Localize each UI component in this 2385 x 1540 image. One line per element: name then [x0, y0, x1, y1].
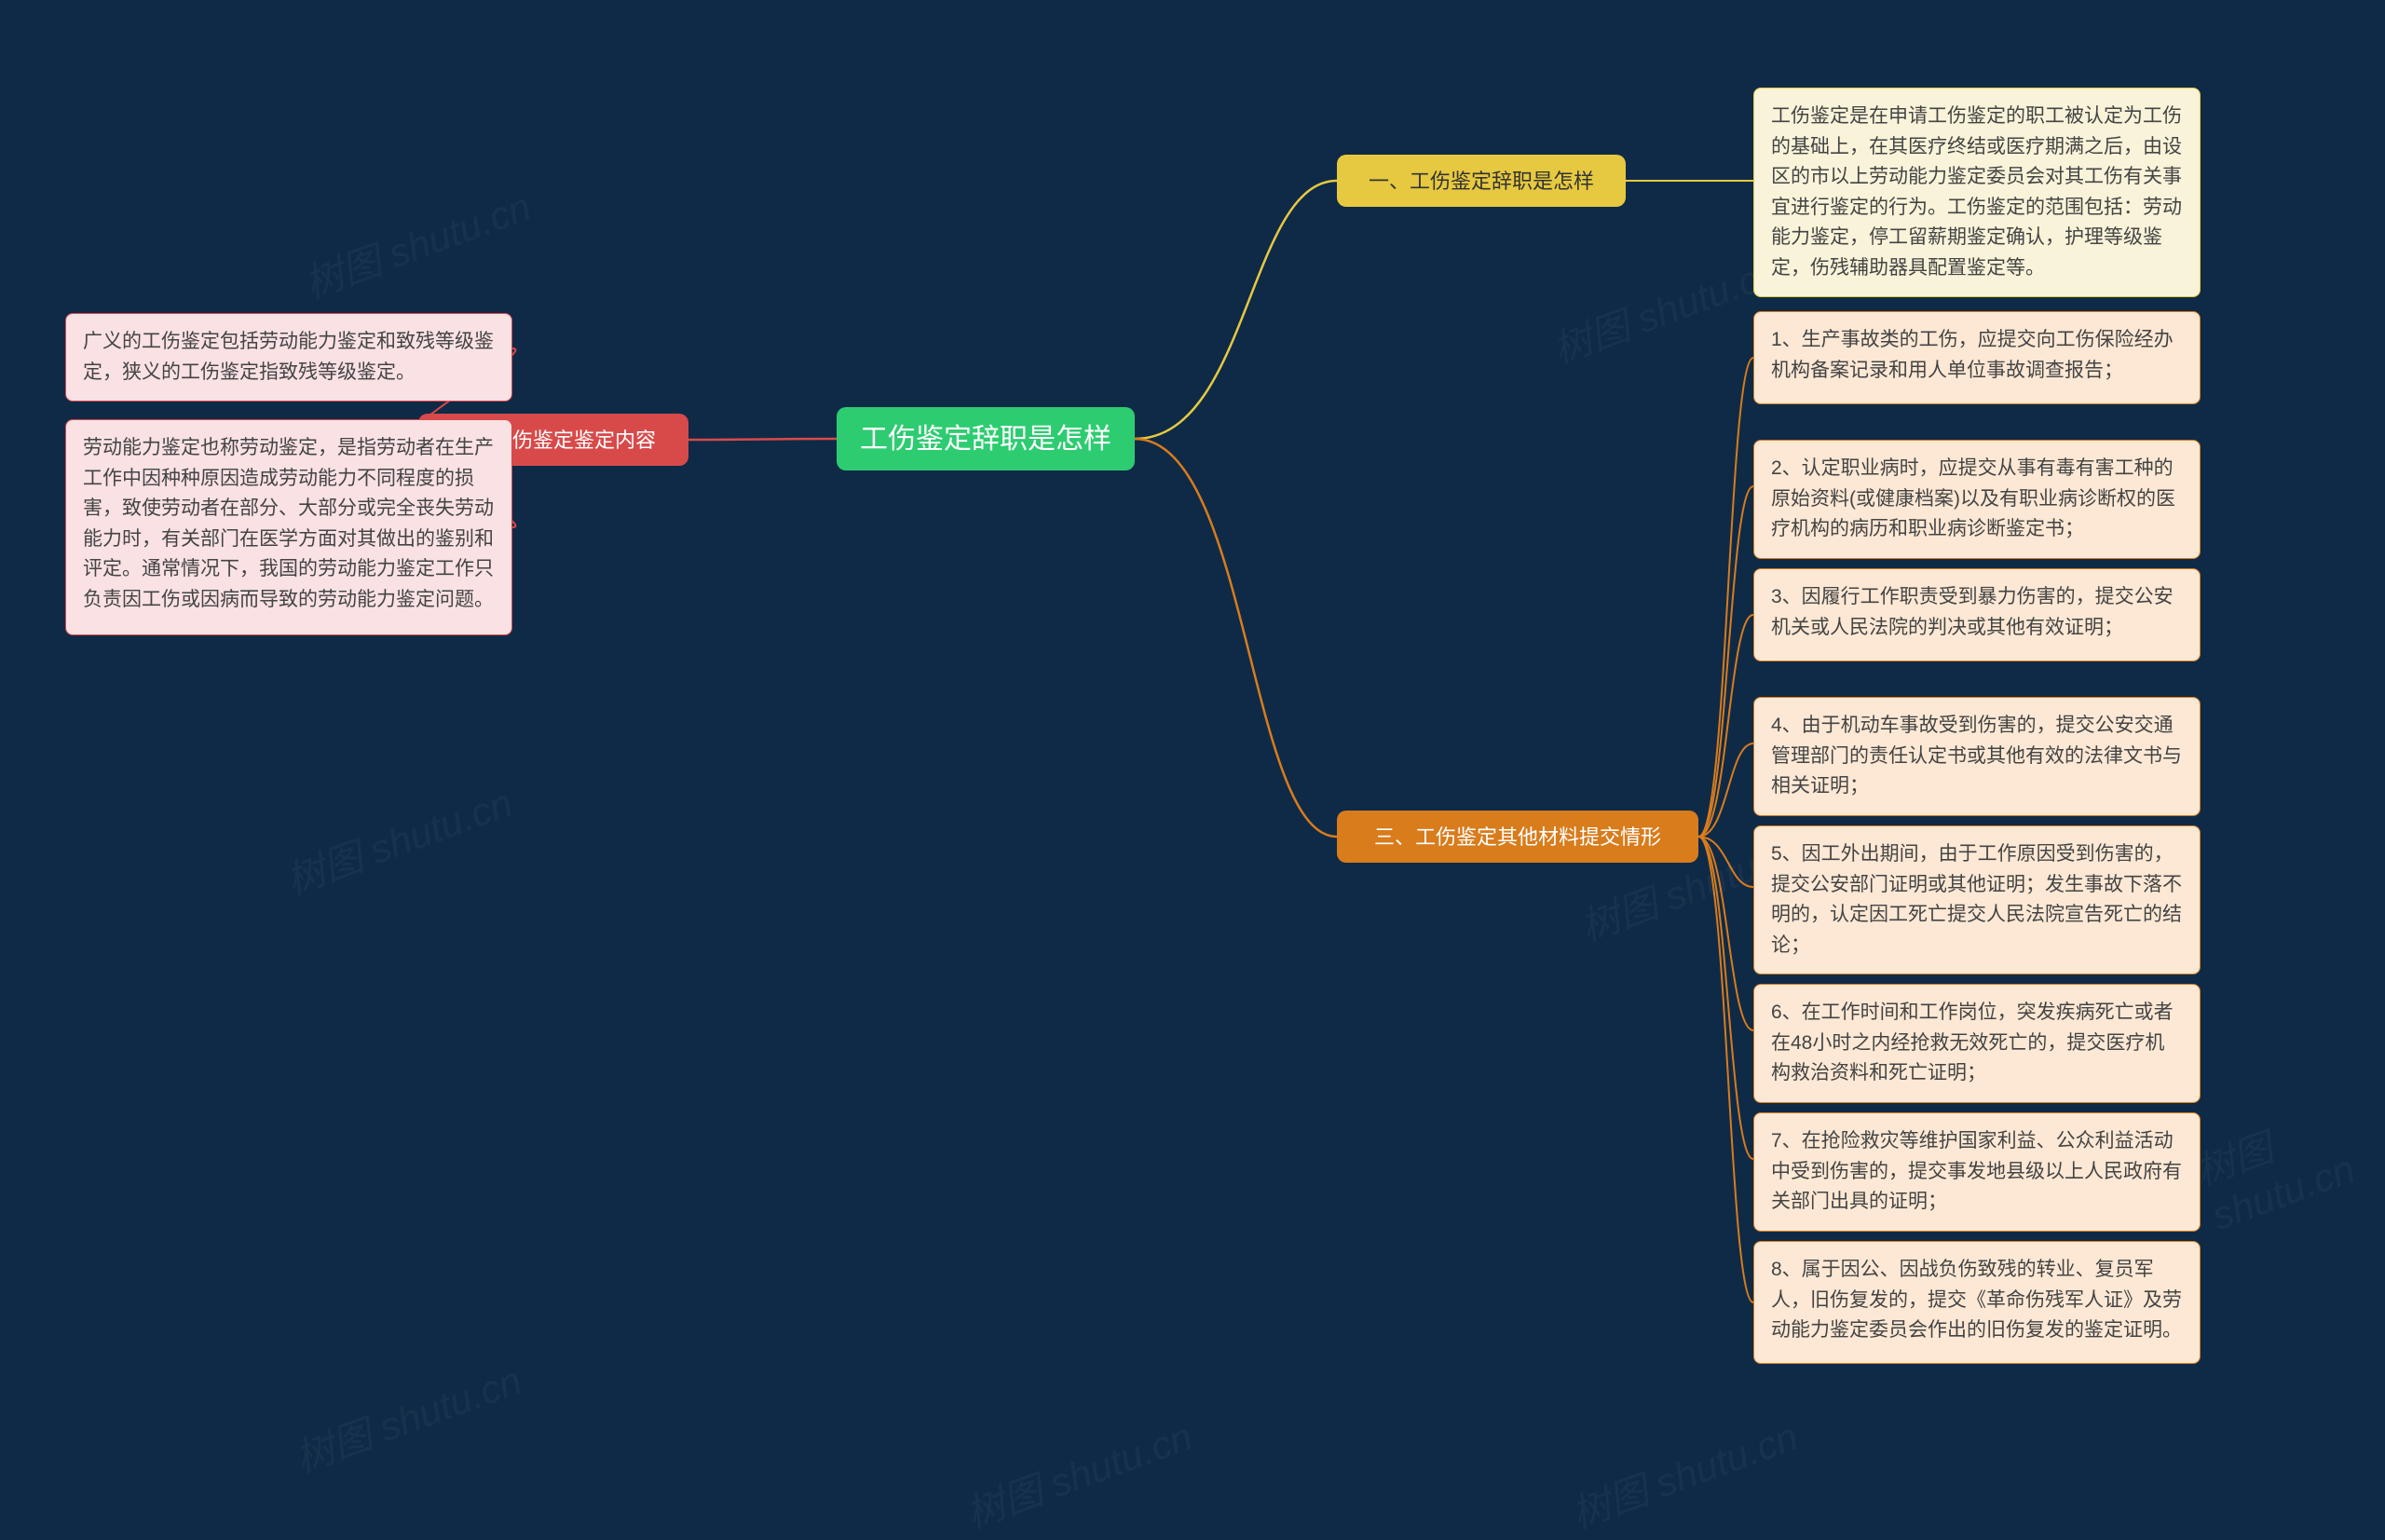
- leaf-node-b3-1[interactable]: 2、认定职业病时，应提交从事有毒有害工种的原始资料(或健康档案)以及有职业病诊断…: [1753, 440, 2201, 559]
- branch-node-b3[interactable]: 三、工伤鉴定其他材料提交情形: [1337, 811, 1698, 863]
- leaf-node-b3-6[interactable]: 7、在抢险救灾等维护国家利益、公众利益活动中受到伤害的，提交事发地县级以上人民政…: [1753, 1112, 2201, 1232]
- leaf-node-b3-0[interactable]: 1、生产事故类的工伤，应提交向工伤保险经办机构备案记录和用人单位事故调查报告；: [1753, 311, 2201, 404]
- watermark: 树图 shutu.cn: [286, 1349, 528, 1483]
- leaf-node-b1-0[interactable]: 工伤鉴定是在申请工伤鉴定的职工被认定为工伤的基础上，在其医疗终结或医疗期满之后，…: [1753, 88, 2201, 297]
- leaf-node-b3-7[interactable]: 8、属于因公、因战负伤致残的转业、复员军人，旧伤复发的，提交《革命伤残军人证》及…: [1753, 1241, 2201, 1364]
- center-node[interactable]: 工伤鉴定辞职是怎样: [837, 407, 1135, 470]
- watermark: 树图 shutu.cn: [1544, 240, 1786, 375]
- watermark: 树图 shutu.cn: [2187, 1080, 2385, 1239]
- leaf-node-b3-2[interactable]: 3、因履行工作职责受到暴力伤害的，提交公安机关或人民法院的判决或其他有效证明；: [1753, 568, 2201, 661]
- leaf-node-b3-3[interactable]: 4、由于机动车事故受到伤害的，提交公安交通管理部门的责任认定书或其他有效的法律文…: [1753, 697, 2201, 816]
- watermark: 树图 shutu.cn: [277, 771, 519, 906]
- watermark: 树图 shutu.cn: [295, 175, 538, 309]
- leaf-node-b3-4[interactable]: 5、因工外出期间，由于工作原因受到伤害的，提交公安部门证明或其他证明；发生事故下…: [1753, 825, 2201, 974]
- watermark: 树图 shutu.cn: [957, 1405, 1199, 1539]
- branch-node-b1[interactable]: 一、工伤鉴定辞职是怎样: [1337, 155, 1626, 207]
- watermark: 树图 shutu.cn: [1562, 1405, 1805, 1539]
- leaf-node-b3-5[interactable]: 6、在工作时间和工作岗位，突发疾病死亡或者在48小时之内经抢救无效死亡的，提交医…: [1753, 984, 2201, 1103]
- leaf-node-b2-0[interactable]: 广义的工伤鉴定包括劳动能力鉴定和致残等级鉴定，狭义的工伤鉴定指致残等级鉴定。: [65, 313, 512, 402]
- leaf-node-b2-1[interactable]: 劳动能力鉴定也称劳动鉴定，是指劳动者在生产工作中因种种原因造成劳动能力不同程度的…: [65, 419, 512, 635]
